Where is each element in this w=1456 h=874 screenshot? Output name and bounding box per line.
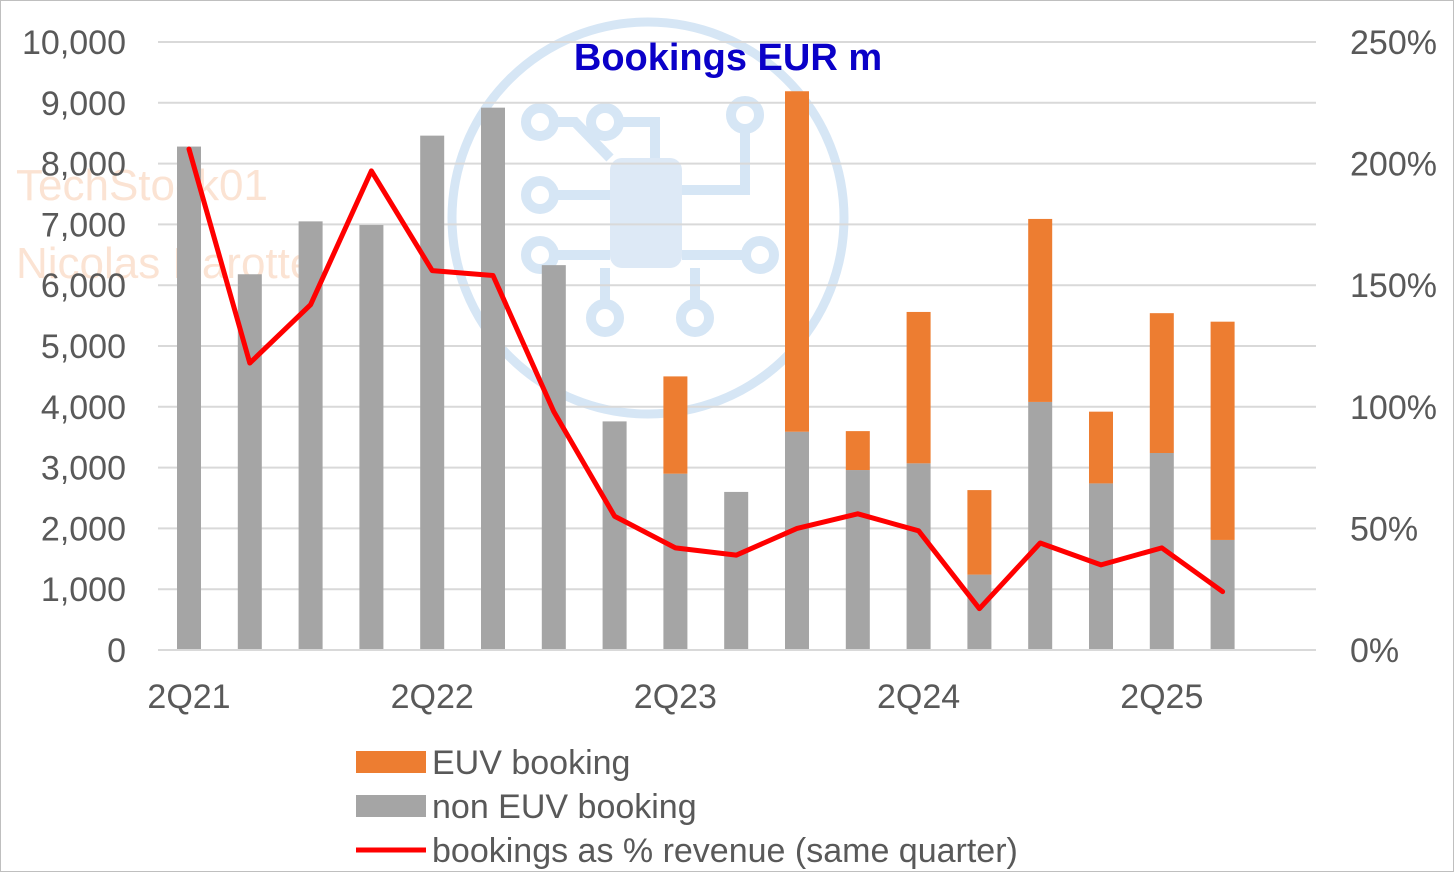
y-right-tick-label: 150% [1350,267,1437,305]
bar-euv [967,490,992,575]
chart-title: Bookings EUR m [574,37,882,79]
y-right-tick-label: 0% [1350,632,1399,670]
bar-non-euv [1210,539,1235,650]
x-tick-label: 2Q23 [634,678,717,716]
y-axis-left: 0 1,000 2,000 3,000 4,000 5,000 6,000 7,000 8,00… [22,24,126,670]
x-tick-label: 2Q21 [147,678,230,716]
y-left-tick-label: 7,000 [41,206,126,244]
bar-non-euv [845,470,870,650]
y-left-tick-label: 1,000 [41,571,126,609]
bar-euv [663,376,688,474]
bar-euv [845,431,870,471]
bar-non-euv [785,431,809,650]
bar-non-euv [359,225,384,650]
legend-label: bookings as % revenue (same quarter) [432,832,1018,870]
legend-swatch [356,795,426,817]
bar-non-euv [724,491,749,650]
bar-euv [906,311,931,464]
bars [177,91,1235,651]
bar-euv [785,91,809,432]
x-axis: 2Q21 2Q22 2Q23 2Q24 2Q25 [147,649,1316,716]
bar-euv [1149,313,1174,454]
line-bookings-pct-revenue [186,146,1226,612]
y-right-tick-label: 50% [1350,510,1418,548]
bar-non-euv [481,107,505,650]
bar-non-euv [906,463,931,650]
bar-non-euv [541,265,566,650]
watermark: TechStock01 Nicolas Barotte [16,17,849,419]
x-tick-label: 2Q25 [1120,678,1203,716]
x-tick-label: 2Q24 [877,678,960,716]
y-axis-right: 0% 50% 100% 150% 200% 250% [1350,24,1437,670]
circuit-chip-logo-icon [447,17,849,419]
y-left-tick-label: 8,000 [41,146,126,184]
watermark-line1: TechStock01 [16,161,268,210]
y-right-tick-label: 100% [1350,389,1437,427]
bar-non-euv [602,421,627,650]
y-left-tick-label: 2,000 [41,510,126,548]
y-left-tick-label: 3,000 [41,450,126,488]
bar-non-euv [663,473,688,650]
y-right-tick-label: 250% [1350,24,1437,62]
watermark-line2: Nicolas Barotte [16,239,314,288]
legend-swatch [356,751,426,773]
legend-label: EUV booking [432,744,630,782]
bar-non-euv [420,135,445,650]
bar-euv [1210,321,1235,540]
bar-non-euv [967,574,992,650]
bar-non-euv [1028,401,1053,650]
legend-label: non EUV booking [432,788,697,826]
legend: EUV booking non EUV booking bookings as % … [356,744,1018,870]
bar-euv [1028,218,1053,402]
y-left-tick-label: 10,000 [22,24,126,62]
line-series [186,146,1226,612]
bar-euv [1089,411,1113,484]
y-left-tick-label: 5,000 [41,328,126,366]
bar-non-euv [177,146,201,651]
x-tick-label: 2Q22 [391,678,474,716]
y-right-tick-label: 200% [1350,146,1437,184]
y-left-tick-label: 9,000 [41,85,126,123]
y-left-tick-label: 0 [107,632,126,670]
bar-non-euv [237,274,262,650]
y-left-tick-label: 6,000 [41,267,126,305]
y-left-tick-label: 4,000 [41,389,126,427]
